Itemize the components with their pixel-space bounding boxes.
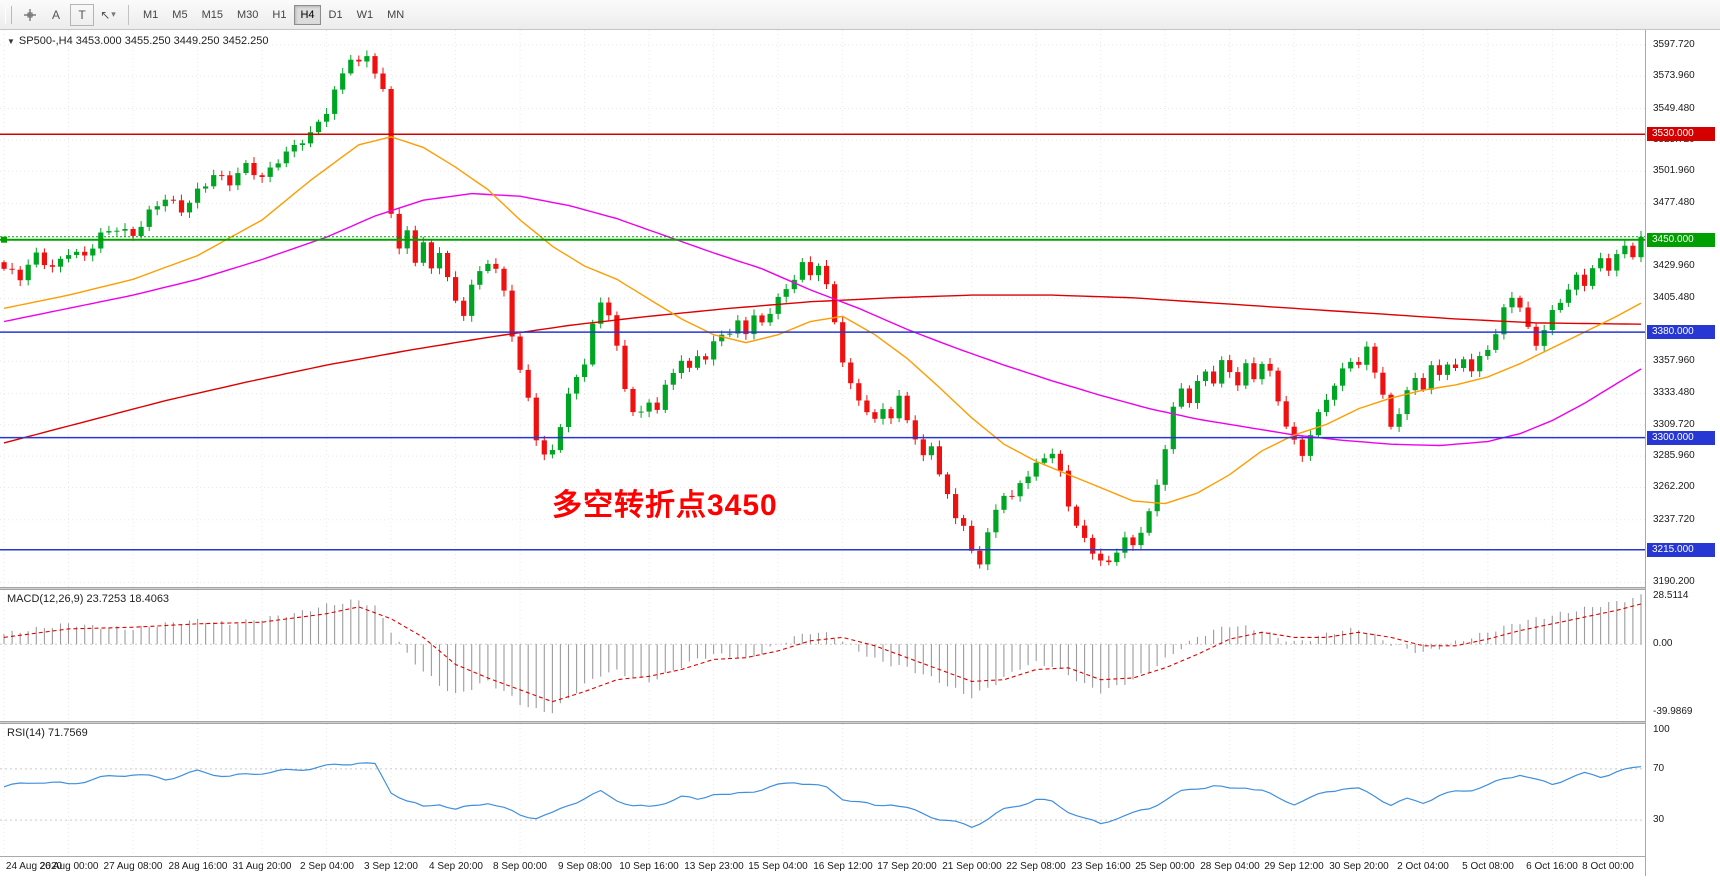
time-tick: 27 Aug 08:00 — [103, 861, 163, 872]
main-price-chart[interactable] — [0, 30, 1645, 588]
price-line-badge: 3300.000 — [1647, 431, 1715, 445]
price-line-badge: 3450.000 — [1647, 233, 1715, 247]
candles-layer — [1, 50, 1644, 571]
price-tick: 3405.480 — [1653, 292, 1695, 303]
time-tick: 16 Sep 12:00 — [813, 861, 873, 872]
time-tick: 31 Aug 20:00 — [232, 861, 292, 872]
time-tick: 4 Sep 20:00 — [429, 861, 483, 872]
time-tick: 28 Aug 16:00 — [168, 861, 228, 872]
price-tick: 3309.720 — [1653, 419, 1695, 430]
price-tick: 3549.480 — [1653, 103, 1695, 114]
macd-axis-label: -39.9869 — [1653, 706, 1693, 717]
time-tick: 21 Sep 00:00 — [942, 861, 1002, 872]
rsi-header: RSI(14) 71.7569 — [7, 727, 88, 739]
rsi-axis-label: 100 — [1653, 724, 1670, 735]
grid-layer — [0, 724, 1645, 856]
price-tick: 3190.200 — [1653, 576, 1695, 587]
price-tick: 3477.480 — [1653, 197, 1695, 208]
price-tick: 3285.960 — [1653, 450, 1695, 461]
timeframe-m5[interactable]: M5 — [166, 5, 193, 25]
timeframe-h4-active[interactable]: H4 — [294, 4, 321, 25]
rsi-line — [3, 762, 1642, 828]
macd-indicator-panel[interactable] — [0, 590, 1645, 722]
rsi-axis-label: 70 — [1653, 763, 1665, 774]
macd-axis-label: 28.5114 — [1653, 590, 1689, 601]
text-label-button[interactable]: A — [44, 4, 68, 26]
time-tick: 22 Sep 08:00 — [1006, 861, 1066, 872]
crosshair-icon[interactable] — [18, 4, 42, 26]
price-tick: 3573.960 — [1653, 70, 1695, 81]
price-line-badge: 3215.000 — [1647, 543, 1715, 557]
time-tick: 9 Sep 08:00 — [558, 861, 612, 872]
time-tick: 5 Oct 08:00 — [1462, 861, 1514, 872]
symbol-dropdown-triangle[interactable]: ▼ — [7, 36, 15, 46]
macd-histogram — [3, 594, 1642, 714]
time-tick: 15 Sep 04:00 — [748, 861, 808, 872]
rsi-indicator-panel[interactable] — [0, 724, 1645, 856]
time-tick: 10 Sep 16:00 — [619, 861, 679, 872]
chart-text-annotation[interactable]: 多空转折点3450 — [552, 489, 778, 522]
timeframe-m30[interactable]: M30 — [231, 5, 264, 25]
grid-layer — [0, 590, 1645, 722]
timeframe-h1[interactable]: H1 — [266, 5, 292, 25]
time-tick: 29 Sep 12:00 — [1264, 861, 1324, 872]
price-tick: 3237.720 — [1653, 514, 1695, 525]
time-tick: 26 Aug 00:00 — [39, 861, 99, 872]
arrow-tools-dropdown[interactable]: ↖ ▾ — [96, 4, 120, 26]
time-tick: 8 Oct 00:00 — [1582, 861, 1634, 872]
macd-header: MACD(12,26,9) 23.7253 18.4063 — [7, 593, 170, 605]
panel-splitter[interactable] — [0, 587, 1720, 590]
time-tick: 13 Sep 23:00 — [684, 861, 744, 872]
price-tick: 3357.960 — [1653, 355, 1695, 366]
time-tick: 30 Sep 20:00 — [1329, 861, 1389, 872]
time-tick: 28 Sep 04:00 — [1200, 861, 1260, 872]
macd-axis-label: 0.00 — [1653, 638, 1673, 649]
grid-layer — [0, 30, 1645, 588]
toolbar-grip[interactable] — [5, 5, 12, 24]
time-tick: 8 Sep 00:00 — [493, 861, 547, 872]
symbol-ohlc-text: SP500-,H4 3453.000 3455.250 3449.250 345… — [18, 35, 269, 47]
rsi-axis-label: 30 — [1653, 814, 1665, 825]
price-line-badge: 3380.000 — [1647, 325, 1715, 339]
price-tick: 3501.960 — [1653, 165, 1695, 176]
panel-splitter[interactable] — [0, 721, 1720, 724]
time-tick: 25 Sep 00:00 — [1135, 861, 1195, 872]
time-tick: 17 Sep 20:00 — [877, 861, 937, 872]
time-tick: 23 Sep 16:00 — [1071, 861, 1131, 872]
time-tick: 24 Aug 2020 — [5, 861, 63, 872]
price-axis[interactable]: 3597.7203573.9603549.4803525.7203501.960… — [1645, 30, 1720, 876]
text-box-button[interactable]: T — [70, 3, 94, 26]
timeframe-m15[interactable]: M15 — [196, 5, 229, 25]
timeframe-w1[interactable]: W1 — [351, 5, 380, 25]
horizontal-lines-layer[interactable] — [0, 133, 1645, 551]
moving-averages-layer — [3, 136, 1642, 505]
timeframe-m1[interactable]: M1 — [137, 5, 164, 25]
chart-window: ▼ SP500-,H4 3453.000 3455.250 3449.250 3… — [0, 30, 1720, 896]
price-line-badge: 3530.000 — [1647, 127, 1715, 141]
arrow-icon: ↖ — [100, 7, 111, 22]
price-tick: 3597.720 — [1653, 39, 1695, 50]
time-tick: 2 Oct 04:00 — [1397, 861, 1449, 872]
time-axis[interactable]: 24 Aug 2020 26 Aug 00:00 27 Aug 08:00 28 Au… — [0, 856, 1645, 876]
time-tick: 3 Sep 12:00 — [364, 861, 418, 872]
price-tick: 3429.960 — [1653, 260, 1695, 271]
macd-signal-line — [3, 603, 1642, 703]
price-tick: 3333.480 — [1653, 387, 1695, 398]
chevron-down-icon: ▾ — [111, 9, 116, 19]
timeframe-d1[interactable]: D1 — [323, 5, 349, 25]
toolbar: A T ↖ ▾ M1 M5 M15 M30 H1 H4 D1 W1 MN — [0, 0, 1720, 30]
timeframe-mn[interactable]: MN — [381, 5, 410, 25]
price-tick: 3262.200 — [1653, 481, 1695, 492]
symbol-ohlc-line: ▼ SP500-,H4 3453.000 3455.250 3449.250 3… — [7, 35, 268, 47]
crosshair-glyph — [24, 8, 36, 21]
hline-anchor-handle — [1, 236, 7, 243]
time-tick: 6 Oct 16:00 — [1526, 861, 1578, 872]
toolbar-separator — [128, 4, 129, 25]
time-tick: 2 Sep 04:00 — [300, 861, 354, 872]
